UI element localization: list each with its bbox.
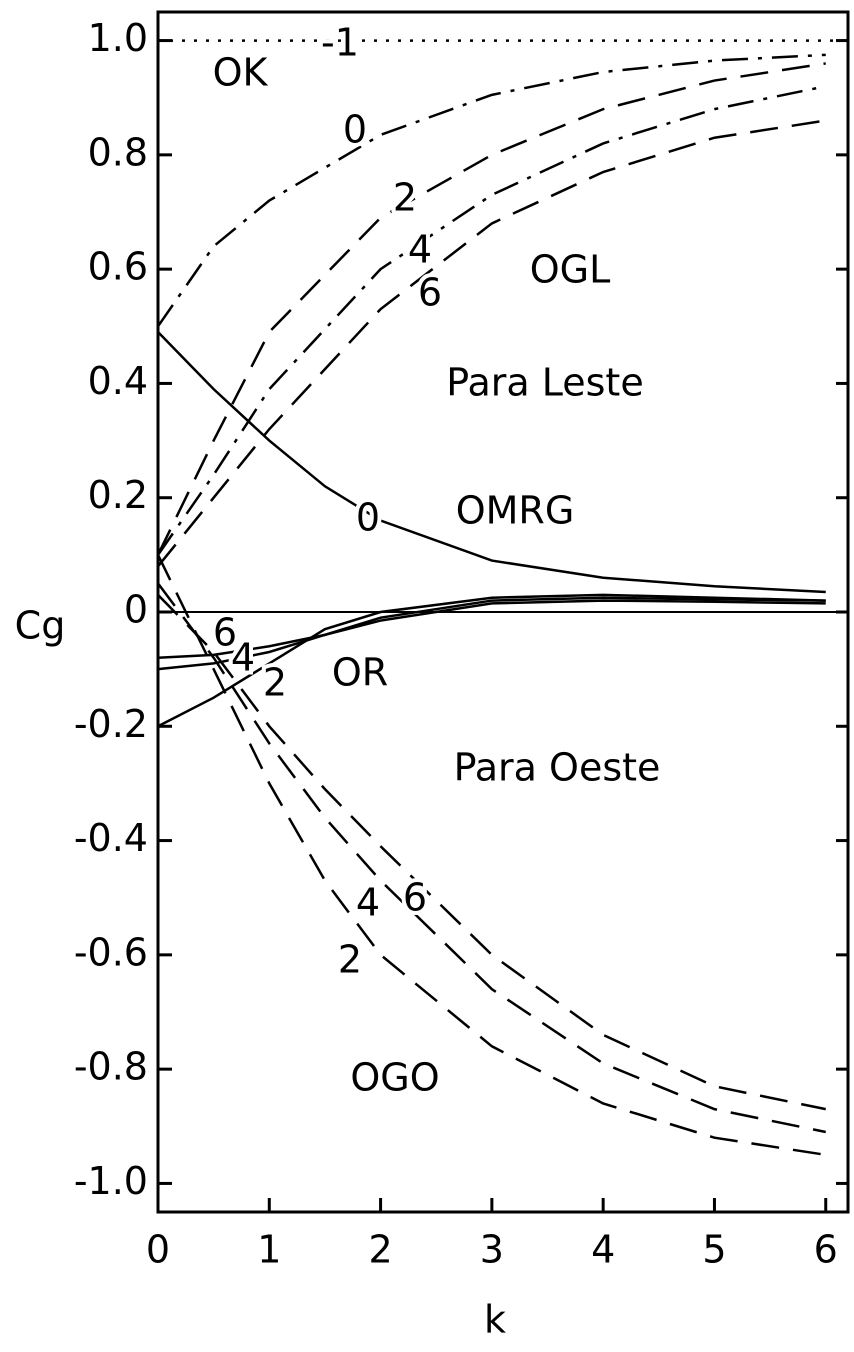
y-tick-label: 1.0 xyxy=(88,16,148,60)
x-tick-label: 5 xyxy=(702,1228,726,1272)
y-tick-label: 0.6 xyxy=(88,245,148,289)
curve-label: 4 xyxy=(231,636,255,680)
annotation: OGO xyxy=(350,1056,439,1100)
y-tick-label: -0.4 xyxy=(74,816,148,860)
y-tick-label: -0.8 xyxy=(74,1045,148,1089)
curve xyxy=(157,596,826,671)
curve xyxy=(157,593,826,1111)
curve xyxy=(157,331,826,594)
curve-label: 6 xyxy=(213,611,237,655)
x-tick-label: 3 xyxy=(480,1228,504,1272)
x-tick-label: 6 xyxy=(814,1228,838,1272)
annotation: OR xyxy=(332,651,388,695)
y-tick-label: 0.4 xyxy=(88,359,148,403)
curve-label: 2 xyxy=(338,938,362,982)
curve-label: -1 xyxy=(321,21,359,65)
curve-label: 4 xyxy=(408,228,432,272)
x-tick-label: 0 xyxy=(146,1228,170,1272)
y-tick-label: 0.2 xyxy=(88,473,148,517)
curve-label: 0 xyxy=(356,496,380,540)
y-tick-label: -1.0 xyxy=(74,1159,148,1203)
annotation: Para Oeste xyxy=(454,746,661,790)
x-tick-label: 4 xyxy=(591,1228,615,1272)
x-axis-label: k xyxy=(484,1298,506,1342)
annotation: OGL xyxy=(530,248,611,292)
curve-label: 2 xyxy=(393,176,417,220)
curve-label: 2 xyxy=(263,661,287,705)
curve xyxy=(156,53,826,327)
y-tick-label: -0.2 xyxy=(74,702,148,746)
annotation: OMRG xyxy=(456,489,575,533)
y-tick-label: 0 xyxy=(124,588,148,632)
y-tick-label: -0.6 xyxy=(74,930,148,974)
curve-label: 6 xyxy=(403,876,427,920)
annotation: Para Leste xyxy=(446,361,643,405)
y-axis-label: Cg xyxy=(15,604,66,648)
curve xyxy=(157,593,826,728)
curve xyxy=(157,119,826,568)
annotation: OK xyxy=(213,51,269,95)
curve xyxy=(156,554,826,1157)
x-tick-label: 1 xyxy=(257,1228,281,1272)
curve-label: 6 xyxy=(418,271,442,315)
curve-label: 4 xyxy=(356,881,380,925)
curve xyxy=(156,62,826,556)
curve-label: 0 xyxy=(343,108,367,152)
curve xyxy=(157,599,826,659)
y-tick-label: 0.8 xyxy=(88,130,148,174)
x-tick-label: 2 xyxy=(368,1228,392,1272)
curve xyxy=(156,582,826,1134)
curve xyxy=(156,85,826,556)
